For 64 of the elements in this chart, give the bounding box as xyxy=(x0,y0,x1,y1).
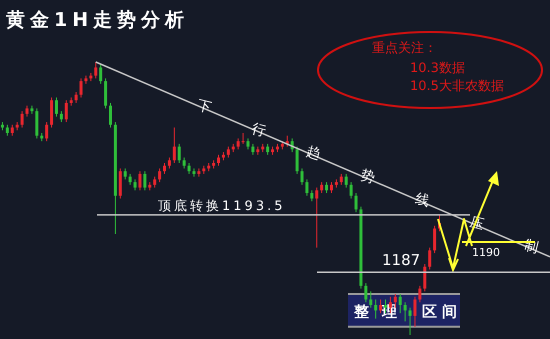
candlestick xyxy=(340,173,343,186)
chart-title: 黄金1H走势分析 xyxy=(5,9,190,31)
annotation: 顶底转换1193.5 xyxy=(158,199,286,214)
candlestick xyxy=(433,225,436,254)
candlestick xyxy=(143,170,146,191)
candlestick xyxy=(428,247,432,270)
candlestick xyxy=(251,143,254,156)
candlestick xyxy=(320,182,324,194)
candlestick xyxy=(182,157,186,169)
candlestick xyxy=(124,168,127,180)
text: 1190 xyxy=(472,246,500,259)
candlestick xyxy=(172,127,176,164)
candlestick xyxy=(242,132,245,144)
candlestick xyxy=(325,182,328,194)
candlestick xyxy=(296,146,299,174)
candlestick xyxy=(10,124,14,136)
candlestick xyxy=(236,138,240,150)
candlestick xyxy=(138,170,142,191)
candlestick xyxy=(266,143,270,156)
candlestick xyxy=(374,299,378,320)
candlestick xyxy=(315,187,318,248)
candlestick xyxy=(20,110,24,128)
candlestick xyxy=(404,302,407,322)
candlestick xyxy=(64,100,68,123)
candlestick xyxy=(418,285,422,303)
candlestick xyxy=(226,146,230,158)
annotation: 10.3数据 xyxy=(410,61,465,76)
candlestick xyxy=(408,307,412,336)
candlestick xyxy=(6,124,9,136)
annotation: 1187 xyxy=(382,251,420,269)
candlestick xyxy=(108,102,112,128)
candlestick xyxy=(153,176,156,188)
candlestick xyxy=(80,78,83,98)
candlestick xyxy=(134,178,137,191)
candlestick xyxy=(330,182,333,194)
candlestick xyxy=(364,282,368,303)
candlestick xyxy=(188,162,191,174)
candlestick xyxy=(354,192,358,213)
candlestick xyxy=(26,105,29,118)
candlestick xyxy=(217,154,220,166)
candlestick xyxy=(344,173,348,188)
candlestick xyxy=(168,157,171,169)
candlestick xyxy=(246,138,250,150)
candlestick xyxy=(413,296,416,328)
candlestick xyxy=(94,62,98,79)
candlestick xyxy=(60,110,63,123)
candlestick xyxy=(379,299,382,314)
candlestick xyxy=(99,64,102,84)
candlestick xyxy=(128,173,132,186)
candlestick xyxy=(350,182,353,199)
candlestick xyxy=(398,294,402,314)
candlestick xyxy=(310,190,314,202)
text: 重点关注： xyxy=(372,41,437,56)
candlestick xyxy=(305,178,308,196)
candlestick xyxy=(45,122,48,142)
candlestick xyxy=(423,264,426,292)
candlestick xyxy=(369,290,372,308)
candlestick xyxy=(158,168,162,183)
annotation: 10.5大非农数据 xyxy=(410,79,504,94)
candlestick xyxy=(54,96,58,118)
candlestick xyxy=(300,168,304,186)
candlestick xyxy=(163,162,166,174)
candlestick xyxy=(178,143,181,164)
candlestick xyxy=(74,92,78,104)
